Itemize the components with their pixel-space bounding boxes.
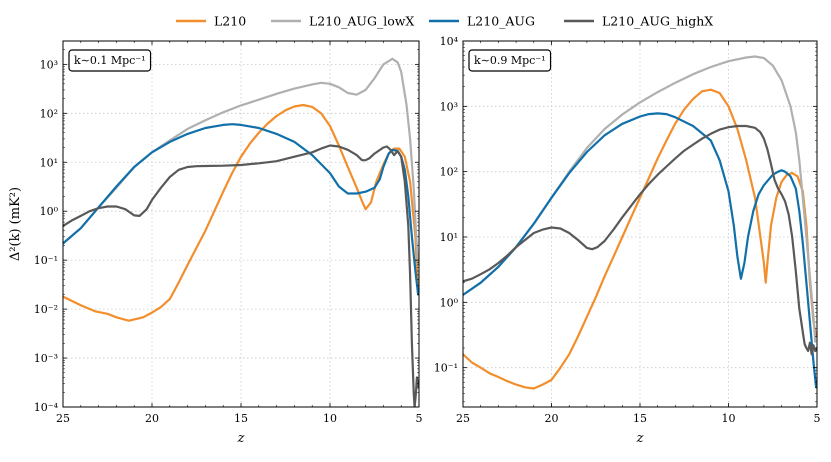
x-tick-label-left-1: 20 [145,412,159,425]
y-tick-label-left-1: 10⁻³ [34,352,58,365]
k-annotation-text-left: k∼0.1 Mpc⁻¹ [74,54,146,67]
x-tick-label-left-4: 5 [416,412,423,425]
y-tick-label-right-5: 10⁴ [440,35,459,48]
y-tick-label-left-6: 10² [40,107,58,120]
legend-label-l210-aug-highx: L210_AUG_highX [602,14,713,29]
series-group-left [63,57,419,407]
x-axis-label-right: z [636,431,644,446]
series-line-l210-aug-right [463,112,817,389]
x-tick-label-right-0: 25 [456,412,470,425]
grid-left [62,41,420,408]
k-annotation-left: k∼0.1 Mpc⁻¹ [68,49,152,72]
x-tick-label-left-0: 25 [56,412,70,425]
x-tick-label-left-3: 10 [323,412,337,425]
series-line-l210-left [63,103,419,322]
series-line-l210-aug-lowx-left [63,57,419,266]
k-annotation-right: k∼0.9 Mpc⁻¹ [468,49,552,72]
plot-frame-right [462,40,818,408]
y-tick-label-left-5: 10¹ [40,156,58,169]
x-tick-label-right-3: 10 [722,412,736,425]
y-tick-label-left-3: 10⁻¹ [34,254,58,267]
ticks-left: 25 20 15 10 5 10⁻⁴ 10⁻³ 10⁻² 10⁻¹ 10⁰ 10¹ 10² 10³ [34,40,423,425]
legend-label-l210: L210 [214,14,246,29]
y-tick-label-right-1: 10⁰ [440,296,459,309]
grid-right [462,40,818,407]
y-tick-label-left-7: 10³ [40,58,58,71]
y-tick-label-left-0: 10⁻⁴ [34,401,59,414]
legend: L210 L210_AUG_lowX L210_AUG L210_AUG_hig… [176,14,713,29]
legend-label-l210-aug: L210_AUG [467,14,535,29]
series-line-l210-aug-highx-right [463,124,817,356]
y-axis-label-left: Δ²(k) (mK²) [8,187,23,261]
x-tick-label-right-1: 20 [545,412,559,425]
panel-left: 25 20 15 10 5 10⁻⁴ 10⁻³ 10⁻² 10⁻¹ 10⁰ 10¹ 10² 10³ k∼… [8,40,423,446]
k-annotation-text-right: k∼0.9 Mpc⁻¹ [474,54,546,67]
k-annotation-box-left [68,49,152,72]
x-tick-label-right-2: 15 [633,412,647,425]
x-tick-label-right-4: 5 [814,412,821,425]
series-group-right [463,55,817,390]
x-axis-label-left: z [237,431,245,446]
y-tick-label-right-4: 10³ [440,100,458,113]
y-tick-label-left-4: 10⁰ [40,205,59,218]
series-line-l210-right [463,88,817,390]
plot-frame-left [62,40,420,408]
y-tick-label-right-2: 10¹ [440,231,458,244]
x-tick-label-left-2: 15 [234,412,248,425]
y-tick-label-left-2: 10⁻² [34,303,58,316]
ticks-right: 25 20 15 10 5 10⁻¹ 10⁰ 10¹ 10² 10³ 10⁴ [434,35,821,425]
y-tick-label-right-0: 10⁻¹ [434,362,458,375]
k-annotation-box-right [468,49,552,72]
legend-label-l210-aug-lowx: L210_AUG_lowX [309,14,414,29]
panel-right: 25 20 15 10 5 10⁻¹ 10⁰ 10¹ 10² 10³ 10⁴ k∼0.9 Mpc⁻¹… [434,35,821,446]
series-line-l210-aug-highx-left [63,144,419,407]
y-tick-label-right-3: 10² [440,166,458,179]
